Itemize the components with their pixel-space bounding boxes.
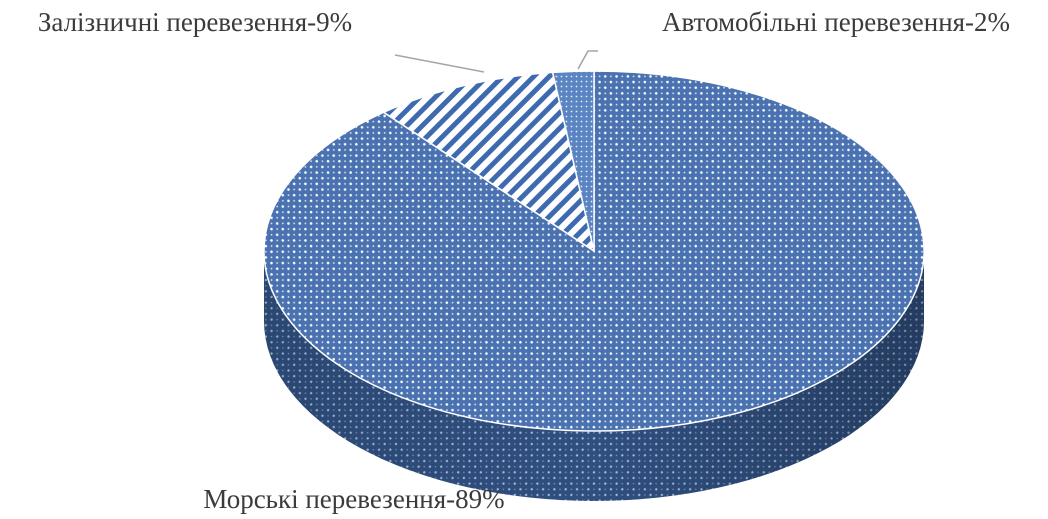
slice-label-0: Морські перевезення-89% <box>203 484 504 514</box>
slice-label-2: Автомобільні перевезення-2% <box>662 7 1010 37</box>
pie-side-shade <box>264 251 924 501</box>
pie-slice-0 <box>263 70 925 432</box>
leader-line-2 <box>577 50 598 70</box>
pie-slice-2 <box>551 70 595 252</box>
leader-line-1 <box>394 54 485 73</box>
slice-label-1: Залізничні перевезення-9% <box>38 7 352 37</box>
pie-group <box>263 70 925 501</box>
pie-slice-1 <box>382 71 596 253</box>
labels-group: Морські перевезення-89% Залізничні переве… <box>38 7 1010 514</box>
